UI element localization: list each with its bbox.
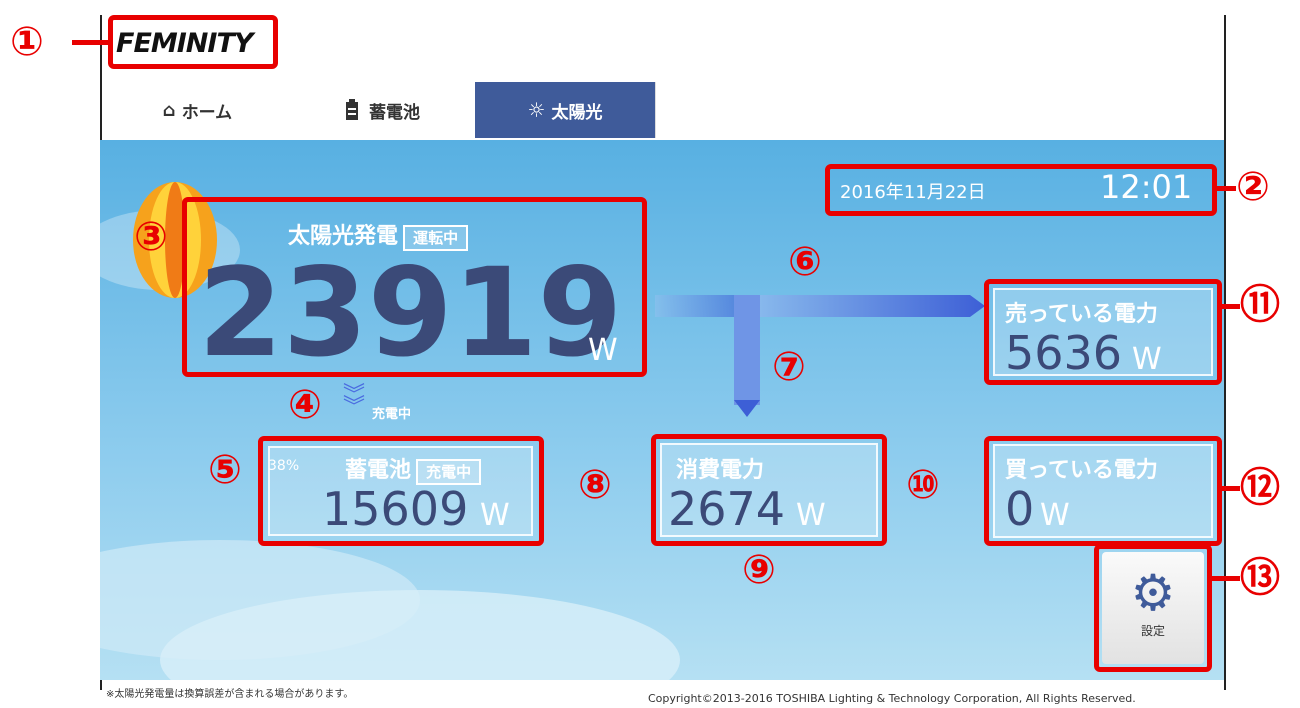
tab-home[interactable]: ⌂ ホーム [105, 82, 291, 138]
tab-label: 蓄電池 [369, 98, 420, 123]
callout-number: ⑤ [208, 450, 242, 490]
callout-line [1220, 304, 1240, 309]
sun-icon: ☼ [528, 98, 546, 122]
copyright: Copyright©2013-2016 TOSHIBA Lighting & T… [648, 692, 1136, 705]
callout-number: ⑩ [906, 465, 940, 505]
callout-line [1214, 186, 1236, 191]
tab-solar[interactable]: ☼太陽光 [475, 82, 656, 138]
body: FEMINITY ⌂ホーム 蓄電池 ☼太陽光 ︾︾ 充電中 2016年11月22… [0, 0, 1300, 708]
battery-icon [345, 99, 359, 121]
callout-number: ① [10, 22, 44, 62]
callout-number: ③ [134, 217, 168, 257]
callout-box [984, 436, 1222, 546]
tab-battery[interactable]: 蓄電池 [290, 82, 476, 138]
callout-number: ② [1236, 167, 1270, 207]
callout-number: ④ [288, 385, 322, 425]
callout-box [108, 15, 278, 69]
callout-line [1210, 576, 1240, 581]
callout-number: ⑦ [772, 347, 806, 387]
callout-number: ⑥ [788, 242, 822, 282]
callout-box [1094, 544, 1212, 672]
callout-box [825, 164, 1217, 216]
charge-arrow: ︾︾ [343, 390, 365, 414]
callout-number: ⑧ [578, 465, 612, 505]
flow-arrows [640, 285, 990, 425]
tab-label: 太陽光 [551, 98, 602, 123]
charging-label: 充電中 [372, 403, 411, 422]
callout-number: ⑫ [1240, 468, 1280, 508]
callout-box [182, 197, 647, 377]
callout-box [651, 434, 887, 546]
callout-number: ⑨ [742, 550, 776, 590]
callout-box [984, 279, 1222, 385]
tab-label: ホーム [182, 98, 233, 123]
callout-number: ⑪ [1240, 285, 1280, 325]
footer-note: ※太陽光発電量は換算誤差が含まれる場合があります。 [106, 685, 353, 700]
callout-number: ⑬ [1240, 558, 1280, 598]
home-icon: ⌂ [163, 100, 176, 121]
page: FEMINITY {"callouts": ["①", "②", "③", "④… [0, 0, 1300, 708]
callout-line [72, 40, 108, 45]
callout-box [258, 436, 544, 546]
callout-line [1220, 486, 1240, 491]
